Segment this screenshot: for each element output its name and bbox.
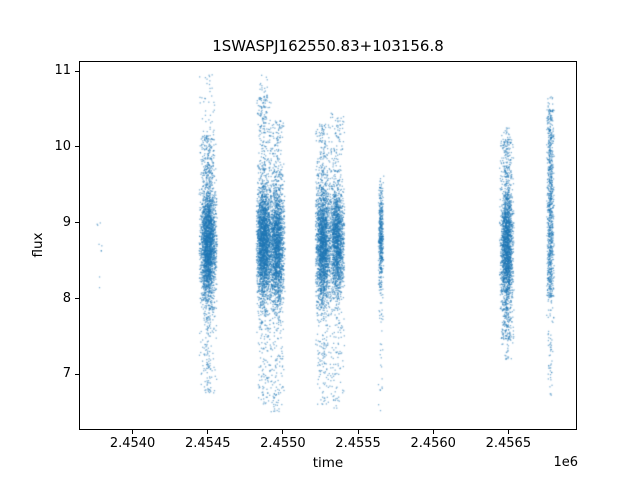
- scatter-points: [80, 62, 576, 429]
- chart-title: 1SWASPJ162550.83+103156.8: [212, 37, 444, 55]
- x-tick-mark: [132, 430, 134, 434]
- x-tick-mark: [507, 430, 509, 434]
- x-tick-label: 2.4565: [485, 436, 532, 451]
- x-tick-label: 2.4545: [185, 436, 231, 451]
- y-tick-label: 11: [54, 63, 71, 79]
- x-tick-mark: [357, 430, 359, 434]
- x-tick-mark: [207, 430, 209, 434]
- y-tick-label: 8: [62, 290, 71, 306]
- y-tick-mark: [75, 70, 79, 72]
- y-tick-mark: [75, 146, 79, 148]
- x-tick-label: 2.4540: [109, 436, 156, 451]
- y-axis-label: flux: [30, 232, 46, 258]
- plot-area: [79, 61, 577, 430]
- x-tick-label: 2.4560: [410, 436, 456, 451]
- y-tick-label: 7: [62, 366, 71, 382]
- x-tick-mark: [282, 430, 284, 434]
- y-tick-label: 10: [54, 138, 71, 154]
- x-tick-label: 2.4555: [335, 436, 381, 451]
- x-axis-label: time: [312, 455, 344, 471]
- y-tick-mark: [75, 298, 79, 300]
- y-tick-mark: [75, 222, 79, 224]
- x-tick-label: 2.4550: [260, 436, 306, 451]
- y-tick-mark: [75, 373, 79, 375]
- y-tick-label: 9: [62, 214, 71, 230]
- x-tick-mark: [432, 430, 434, 434]
- x-axis-offset-label: 1e6: [553, 455, 578, 470]
